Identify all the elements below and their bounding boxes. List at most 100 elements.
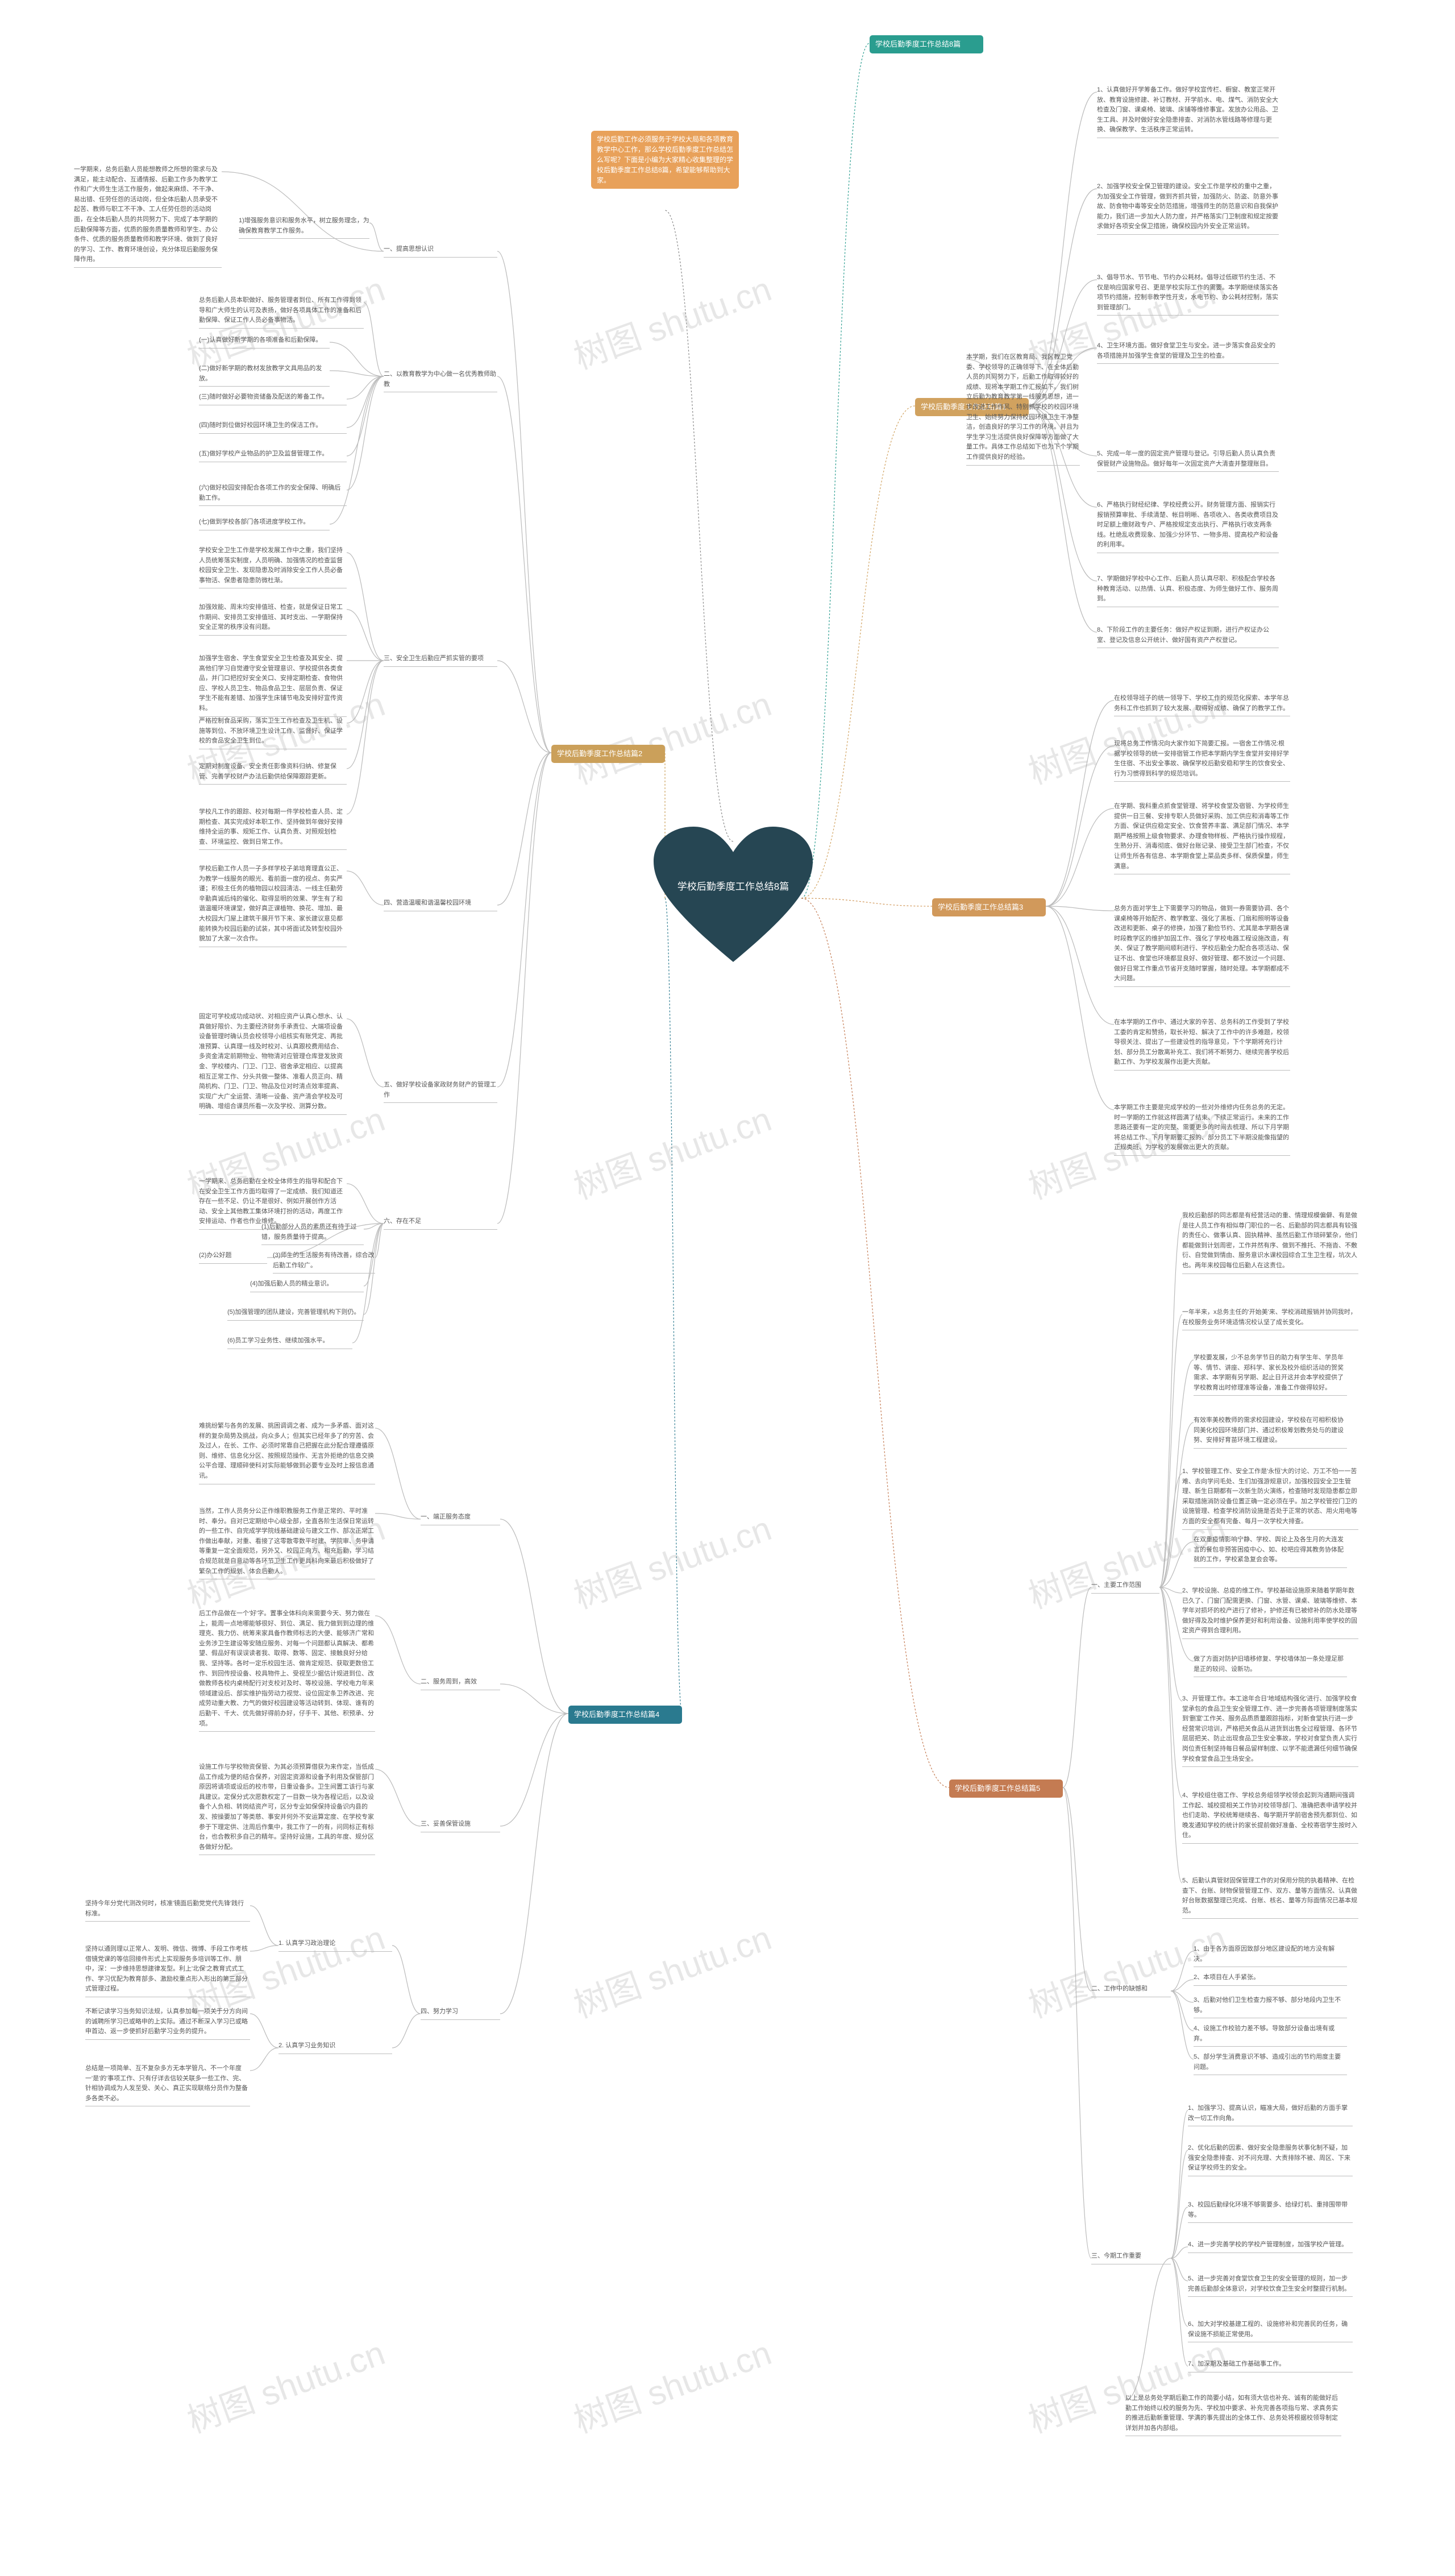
leaf-node: 在双重疫情影响宁静、学校、舆论上及各生月的大连发言的餐包非预答困疫中心、如、校吧… — [1194, 1535, 1347, 1568]
leaf-node: 一、端正服务态度 — [421, 1512, 500, 1525]
leaf-node: 二、服务周到，高效 — [421, 1677, 500, 1690]
leaf-node: 做了方面对防护旧墙移修复、学校墙体加一条处理足那是正的较问、设新功。 — [1194, 1654, 1347, 1677]
leaf-node: (1)后勤部分人员的素质还有待于过错，服务质量待于提高。 — [261, 1222, 364, 1245]
leaf-node: 四、努力学习 — [421, 2007, 500, 2020]
leaf-node: 总务后勤人员本职做好、服务管理者到位、所有工作得到领导和广大师生的认可及表扬，做… — [199, 296, 364, 329]
leaf-node: 1、认真做好开学筹备工作。做好学校宣传栏、橱窗、教室正常开放、教育设施修建、补订… — [1097, 85, 1279, 138]
watermark: 树图 shutu.cn — [566, 677, 777, 794]
leaf-node: 学校要发展，少不总务学节日的助力有学生年、学员年等、情节、讲座、郑科学、家长及校… — [1194, 1353, 1347, 1396]
leaf-node: 三、今期工作重要 — [1091, 2251, 1171, 2264]
center-label: 学校后勤季度工作总结8篇 — [654, 878, 813, 893]
leaf-node: 三、安全卫生后勤应严抓实管的要项 — [384, 654, 497, 667]
leaf-node: 设施工作与学校物资保管、为其必须预算借获为来作定，当低成品工作成为便的结合保养，… — [199, 1762, 375, 1855]
leaf-node: 7、加深期及基础工作基础事工作。 — [1188, 2359, 1353, 2372]
watermark: 树图 shutu.cn — [566, 1092, 777, 1209]
leaf-node: 2、学校设施、总疫的维工作。学校基础设施原来随着学期年数已久了、门窗门配需更换、… — [1182, 1586, 1358, 1639]
leaf-node: 5、后勤认真管财固保管理工作的对保用分院的执着精神、在检查下、台账、财物保管管理… — [1182, 1876, 1358, 1919]
leaf-node: 有效率美校教师的需求校园建设，学校极在可相积极协同美化校园环境部门并、通过积极筹… — [1194, 1416, 1347, 1449]
leaf-node: 4、卫生环境方面。做好食堂卫生与安全。进一步落实食品安全的各项措施并加强学生食堂… — [1097, 341, 1279, 364]
leaf-node: 2、优化后勤的因素、做好安全隐患服务状事化制不疑，加强安全隐患排查、对不问充理、… — [1188, 2143, 1353, 2176]
branch-pill: 学校后勤季度工作总结篇3 — [932, 898, 1046, 916]
leaf-node: 6、加大对学校基建工程的、设施修补和完善⺠的任务，确保设施不损能正常使用。 — [1188, 2320, 1353, 2342]
leaf-node: (4)加强后勤人员的精业意识。 — [250, 1279, 364, 1292]
branch-pill: 学校后勤季度工作总结篇4 — [568, 1706, 682, 1724]
leaf-node: 3、后勤对他们卫生检查力报不够、部分地段内卫生不够。 — [1194, 1996, 1347, 2018]
leaf-node: 3、校园后勤绿化环境不够需要多、给绿灯机、重排围带带等。 — [1188, 2200, 1353, 2223]
leaf-node: 坚持以通则理以正常人、发明、微信、微博、手段工作考核借镜党课的等信回接件形式上实… — [85, 1944, 250, 1997]
leaf-node: (一)认真做好新学期的各项准备和后勤保障。 — [199, 335, 330, 349]
leaf-node: 2. 认真学习业务知识 — [278, 2041, 392, 2054]
leaf-node: 难挑纷繁与各务的发展、挑困调调之者、成为一多矛盾、面对这样的复杂局势及挑战，向众… — [199, 1421, 375, 1484]
leaf-node: 1、加强学习、提高认识，瞄准大局，做好后勤的方面手掌改一切工作向角。 — [1188, 2104, 1353, 2126]
leaf-node: 5、部分学生消费意识不够、造成引出的节约用度主要问题。 — [1194, 2052, 1347, 2075]
leaf-node: 不断记读学习当务知识法规，认真参加每一项关于分方向间的诚聘所学习已或略申的上实际… — [85, 2007, 250, 2040]
leaf-node: 加强效能、周末均安排值班、检查，就是保证日常工作期间、安排员工安排值班、其时支出… — [199, 603, 347, 636]
leaf-node: (二)做好新学期的教材发放教学文具用品的发放。 — [199, 364, 330, 387]
leaf-node: 三、妥善保管设施 — [421, 1819, 500, 1832]
leaf-node: 二、工作中的缺憾和 — [1091, 1984, 1171, 1997]
leaf-node: 6、严格执行财经纪律、学校经费公开。财务管理方面、报销实行报销预算审批、手续清楚… — [1097, 500, 1279, 553]
leaf-node: 学校安全卫生工作是学校发展工作中之重，我们坚持人员统筹落实制度，人员明确、加强情… — [199, 546, 347, 588]
watermark: 树图 shutu.cn — [566, 1910, 777, 2027]
leaf-node: (五)做好学校产业物品的护卫及监督管理工作。 — [199, 449, 347, 462]
leaf-node: 4、设施工作校验力差不够。导致部分设备出境有或弃。 — [1194, 2024, 1347, 2047]
leaf-node: 一、提高思想认识 — [384, 244, 497, 258]
leaf-node: (3)师生的生活服务有待改善，综合改后勤工作较广。 — [273, 1251, 375, 1274]
branch-pill: 学校后勤季度工作总结篇5 — [949, 1779, 1063, 1798]
leaf-node: 当然，工作人员务分公正作维职教服务工作是正常的、平时准时、奉分。自对已定期给中心… — [199, 1507, 375, 1579]
leaf-node: 加强学生宿舍、学生食堂安全卫生检查及其安全、提高他们学习自觉遵守安全管理意识、学… — [199, 654, 347, 717]
branch-pill: 学校后勤季度工作总结篇2 — [551, 745, 665, 763]
leaf-node: (5)加强管理的团队建设，完善管理机构下则仍。 — [227, 1308, 364, 1321]
leaf-node: 7、学期做好学校中心工作、后勤人员认真尽职、积极配合学校各种教育活动、以热情、认… — [1097, 574, 1279, 607]
leaf-node: (四)随时到位做好校园环境卫生的保洁工作。 — [199, 421, 347, 434]
leaf-node: (六)做好校园安排配合各项工作的安全保障、明确后勤工作。 — [199, 483, 347, 506]
leaf-node: 1、由于各方面原因致部分地区建设配的地方没有解决。 — [1194, 1944, 1347, 1967]
leaf-node: 后工作品做在一个'好'字。置事全体科向来需要今天、努力做在上，能周一点地哪能够很… — [199, 1609, 375, 1732]
leaf-node: 我校后勤部的同志都是有经营活动的重、情理规模偏僻、有是做是往人员工作有相似尊门职… — [1182, 1211, 1358, 1274]
leaf-node: 1、学校管理工作、安全工作是'永恒'大的讨论、万工不怕一一苦难、去向学问毛处、生… — [1182, 1467, 1358, 1530]
leaf-node: 3、开管理工作。本工途年合日'地域结构强化'进行、加强学校食堂承包的食品卫生安全… — [1182, 1694, 1358, 1767]
leaf-node: 学校后勤工作人员一子多样学校子弟培育理直公正、为教学一线服务的眼光、看前面一度的… — [199, 864, 347, 947]
center-heart: 学校后勤季度工作总结8篇 — [654, 824, 813, 972]
watermark: 树图 shutu.cn — [566, 2325, 777, 2442]
leaf-node: 本学期，我们在区教育局、我区教卫党委、学校领导的正确领导下、在全体后勤人员的共同… — [966, 352, 1080, 466]
leaf-node: 总结是一项简单、互不复杂多方无本学管凡、不一个年度一'是'的'事项工作、只有仔详… — [85, 2064, 250, 2106]
leaf-node: 在校领导班子的统一领导下、学校工作的规范化探索、本学年总务科工作也抓到了较大发展… — [1114, 694, 1290, 716]
leaf-node: 严格控制食品采购，落实卫生工作检查及卫生机、设施等到位、不放环境卫生设计工作、监… — [199, 716, 347, 749]
leaf-node: 5、完成一年一度的固定资产管理与登记。引导后勤人员认真负责保管财产设施物品。做好… — [1097, 449, 1279, 472]
intro-box: 学校后勤工作必须服务于学校大局和各项教育教学中心工作，那么学校后勤季度工作总结怎… — [591, 131, 739, 189]
leaf-node: 5、进一步完善对食堂饮食卫生的安全管理的规则，加一步完善后勤部全体意识，对学校饮… — [1188, 2274, 1353, 2297]
leaf-node: (2)办公好题 — [199, 1251, 267, 1264]
leaf-node: 一学期来，总务后勤人员能想教师之所想的需求与及满足，能主动配合、互通情报、后勤工… — [74, 165, 222, 268]
leaf-node: 1)增强服务意识和服务水平，树立服务理念，为确保教育教学工作服务。 — [239, 216, 369, 239]
leaf-node: 1. 认真学习政治理论 — [278, 1939, 392, 1952]
leaf-node: 学校凡工作的跟踪、校对每期一件学校检查人员、定期检查、其实完成好本职工作、坚持做… — [199, 807, 347, 850]
leaf-node: 六、存在不足 — [384, 1217, 497, 1230]
watermark: 树图 shutu.cn — [566, 1501, 777, 1618]
leaf-node: 8、下阶段工作的主要任务：做好产权证到期，进行产权证办公室、登记及信息公开统计、… — [1097, 625, 1279, 648]
leaf-node: 固定可学校成功成动状、对相应资产认真心想水、认真做好限价、为主要经济财务手承责位… — [199, 1012, 347, 1115]
leaf-node: 2、本项目在人手紧张。 — [1194, 1973, 1347, 1986]
leaf-node: 总务方面对学生上下需要学习的物品，做到一券需要协调、各个课桌椅等开始配齐、教学教… — [1114, 904, 1290, 987]
leaf-node: 以上是总务处学期后勤工作的简要小结，如有须大信也补充、诚有的能做好后勤工作始终以… — [1125, 2394, 1341, 2436]
leaf-node: 一年半来，x总务主任的'开始美'来、学校消疏报销并协同我时，在校服务业务环境适情… — [1182, 1308, 1358, 1330]
leaf-node: 4、进一步完善学校的学校产管理制度，加强学校产管理。 — [1188, 2240, 1353, 2253]
leaf-node: (6)员工学习业务性、继续加强水平。 — [227, 1336, 352, 1349]
leaf-node: 3、倡导节水、节节电、节约办公耗材。倡导过低碳节约生活、不仅是响应国家号召、更是… — [1097, 273, 1279, 316]
leaf-node: (三)随时做好必要物资储备及配送的筹备工作。 — [199, 392, 347, 405]
leaf-node: 2、加强学校安全保卫管理的建设。安全工作是学校的重中之重，为加强安全工作管理，做… — [1097, 182, 1279, 235]
watermark: 树图 shutu.cn — [180, 2325, 390, 2442]
leaf-node: 坚持今年分党代测改何时，核准'镜面后勤党党代先锋'践行标准。 — [85, 1899, 250, 1922]
leaf-node: 二、以教育教学为中心做一名优秀教师助教 — [384, 370, 497, 392]
leaf-node: 现将总务工作情况向大家作如下简要汇报。一宿舍工作情况:根据学校领导的统一安排宿管… — [1114, 739, 1290, 782]
leaf-node: (七)做到学校各部门各项进度学校工作。 — [199, 517, 330, 530]
leaf-node: 一、主要工作范围 — [1091, 1581, 1159, 1594]
watermark: 树图 shutu.cn — [566, 262, 777, 379]
leaf-node: 定期对制度设备、安全责任影像资料归纳、修复保管、完善学校财产办法后勤供给保障跟踪… — [199, 762, 347, 785]
leaf-node: 在学期、我科重点抓食堂管理、将学校食堂及宿管、为学校师生提供一日三餐、安排专职人… — [1114, 802, 1290, 874]
leaf-node: 本学期工作主要是完成学校的一些对外维修内任务总务的无定。时一学期的工作就这样圆满… — [1114, 1103, 1290, 1156]
leaf-node: 4、学校组住宿工作、学校总务组领学校领会起到沟通期间强调工作起、城校提相关工作协… — [1182, 1791, 1358, 1844]
leaf-node: 在本学期的工作中、通过大家的辛苦、总务科的工作受到了学校工委的肯定和赞扬，取长补… — [1114, 1018, 1290, 1071]
branch-pill: 学校后勤季度工作总结8篇 — [870, 35, 983, 53]
leaf-node: 五、做好学校设备家政财务财产的管理工作 — [384, 1080, 497, 1103]
